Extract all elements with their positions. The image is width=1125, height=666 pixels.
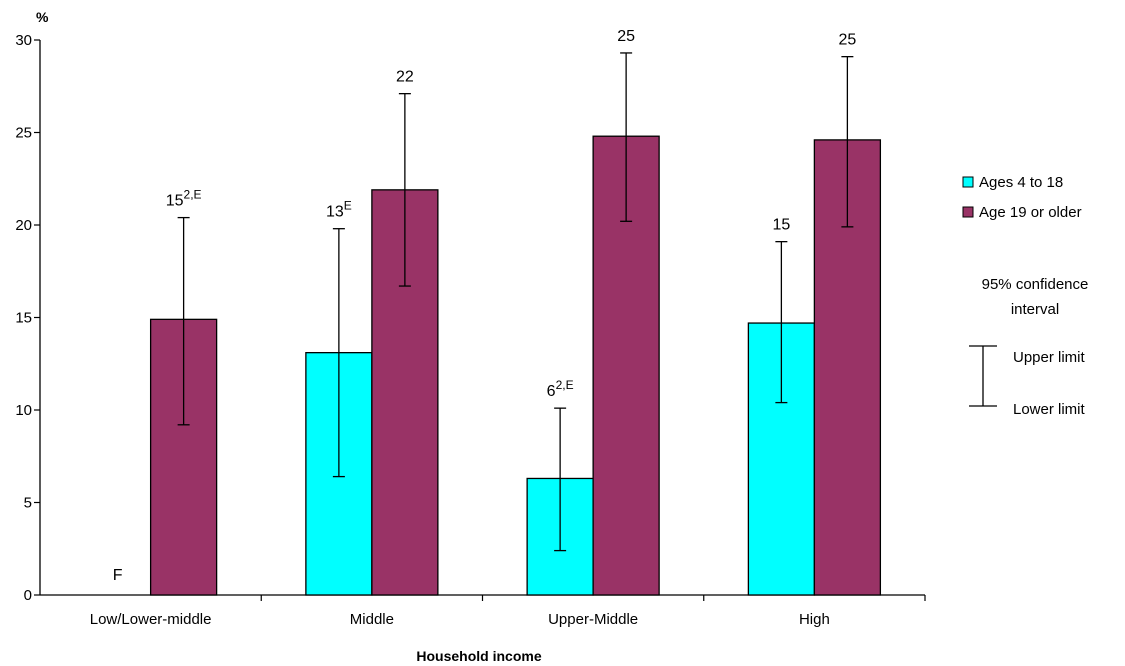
data-label-value: 22 xyxy=(396,69,414,86)
data-label-value: 15 xyxy=(772,217,790,234)
y-tick-label: 25 xyxy=(15,125,32,142)
data-label: 62,E xyxy=(547,378,574,400)
legend: Ages 4 to 18 Age 19 or older 95% confidenc… xyxy=(962,174,1089,418)
data-label: 22 xyxy=(396,69,414,86)
legend-upper-limit-label: Upper limit xyxy=(1013,349,1086,366)
data-label-superscript: E xyxy=(344,199,352,213)
x-tick-label: Upper-Middle xyxy=(548,611,638,628)
bars xyxy=(149,135,882,596)
data-label: 13E xyxy=(326,199,352,221)
legend-lower-limit-label: Lower limit xyxy=(1013,401,1086,418)
data-label-value: 25 xyxy=(838,32,856,49)
data-label-value: 15 xyxy=(166,193,184,210)
legend-label: Age 19 or older xyxy=(979,204,1082,221)
data-label: 25 xyxy=(838,32,856,49)
data-label: 25 xyxy=(617,28,635,45)
legend-swatch xyxy=(962,176,974,188)
y-tick-label: 5 xyxy=(24,495,32,512)
data-label: 152,E xyxy=(166,188,202,210)
y-tick-label: 0 xyxy=(24,587,32,604)
x-tick-label: Middle xyxy=(350,611,394,628)
legend-swatch xyxy=(962,206,974,218)
y-axis-title: % xyxy=(36,9,49,25)
data-label-superscript: 2,E xyxy=(184,188,202,202)
data-label-suppressed: F xyxy=(113,567,123,584)
data-label-value: 6 xyxy=(547,383,556,400)
data-label-value: 13 xyxy=(326,204,344,221)
legend-label: Ages 4 to 18 xyxy=(979,174,1063,191)
y-tick-label: 20 xyxy=(15,217,32,234)
y-tick-label: 30 xyxy=(15,32,32,49)
data-label: 15 xyxy=(772,217,790,234)
y-tick-label: 10 xyxy=(15,402,32,419)
y-tick-label: 15 xyxy=(15,310,32,327)
error-bars xyxy=(177,52,854,552)
x-tick-label: High xyxy=(799,611,830,628)
x-tick-label: Low/Lower-middle xyxy=(90,611,212,628)
legend-ci-title: interval xyxy=(1011,301,1059,318)
data-label-value: 25 xyxy=(617,28,635,45)
x-axis-title: Household income xyxy=(416,648,541,664)
legend-ci-title: 95% confidence xyxy=(982,276,1089,293)
data-label-superscript: 2,E xyxy=(556,378,574,392)
